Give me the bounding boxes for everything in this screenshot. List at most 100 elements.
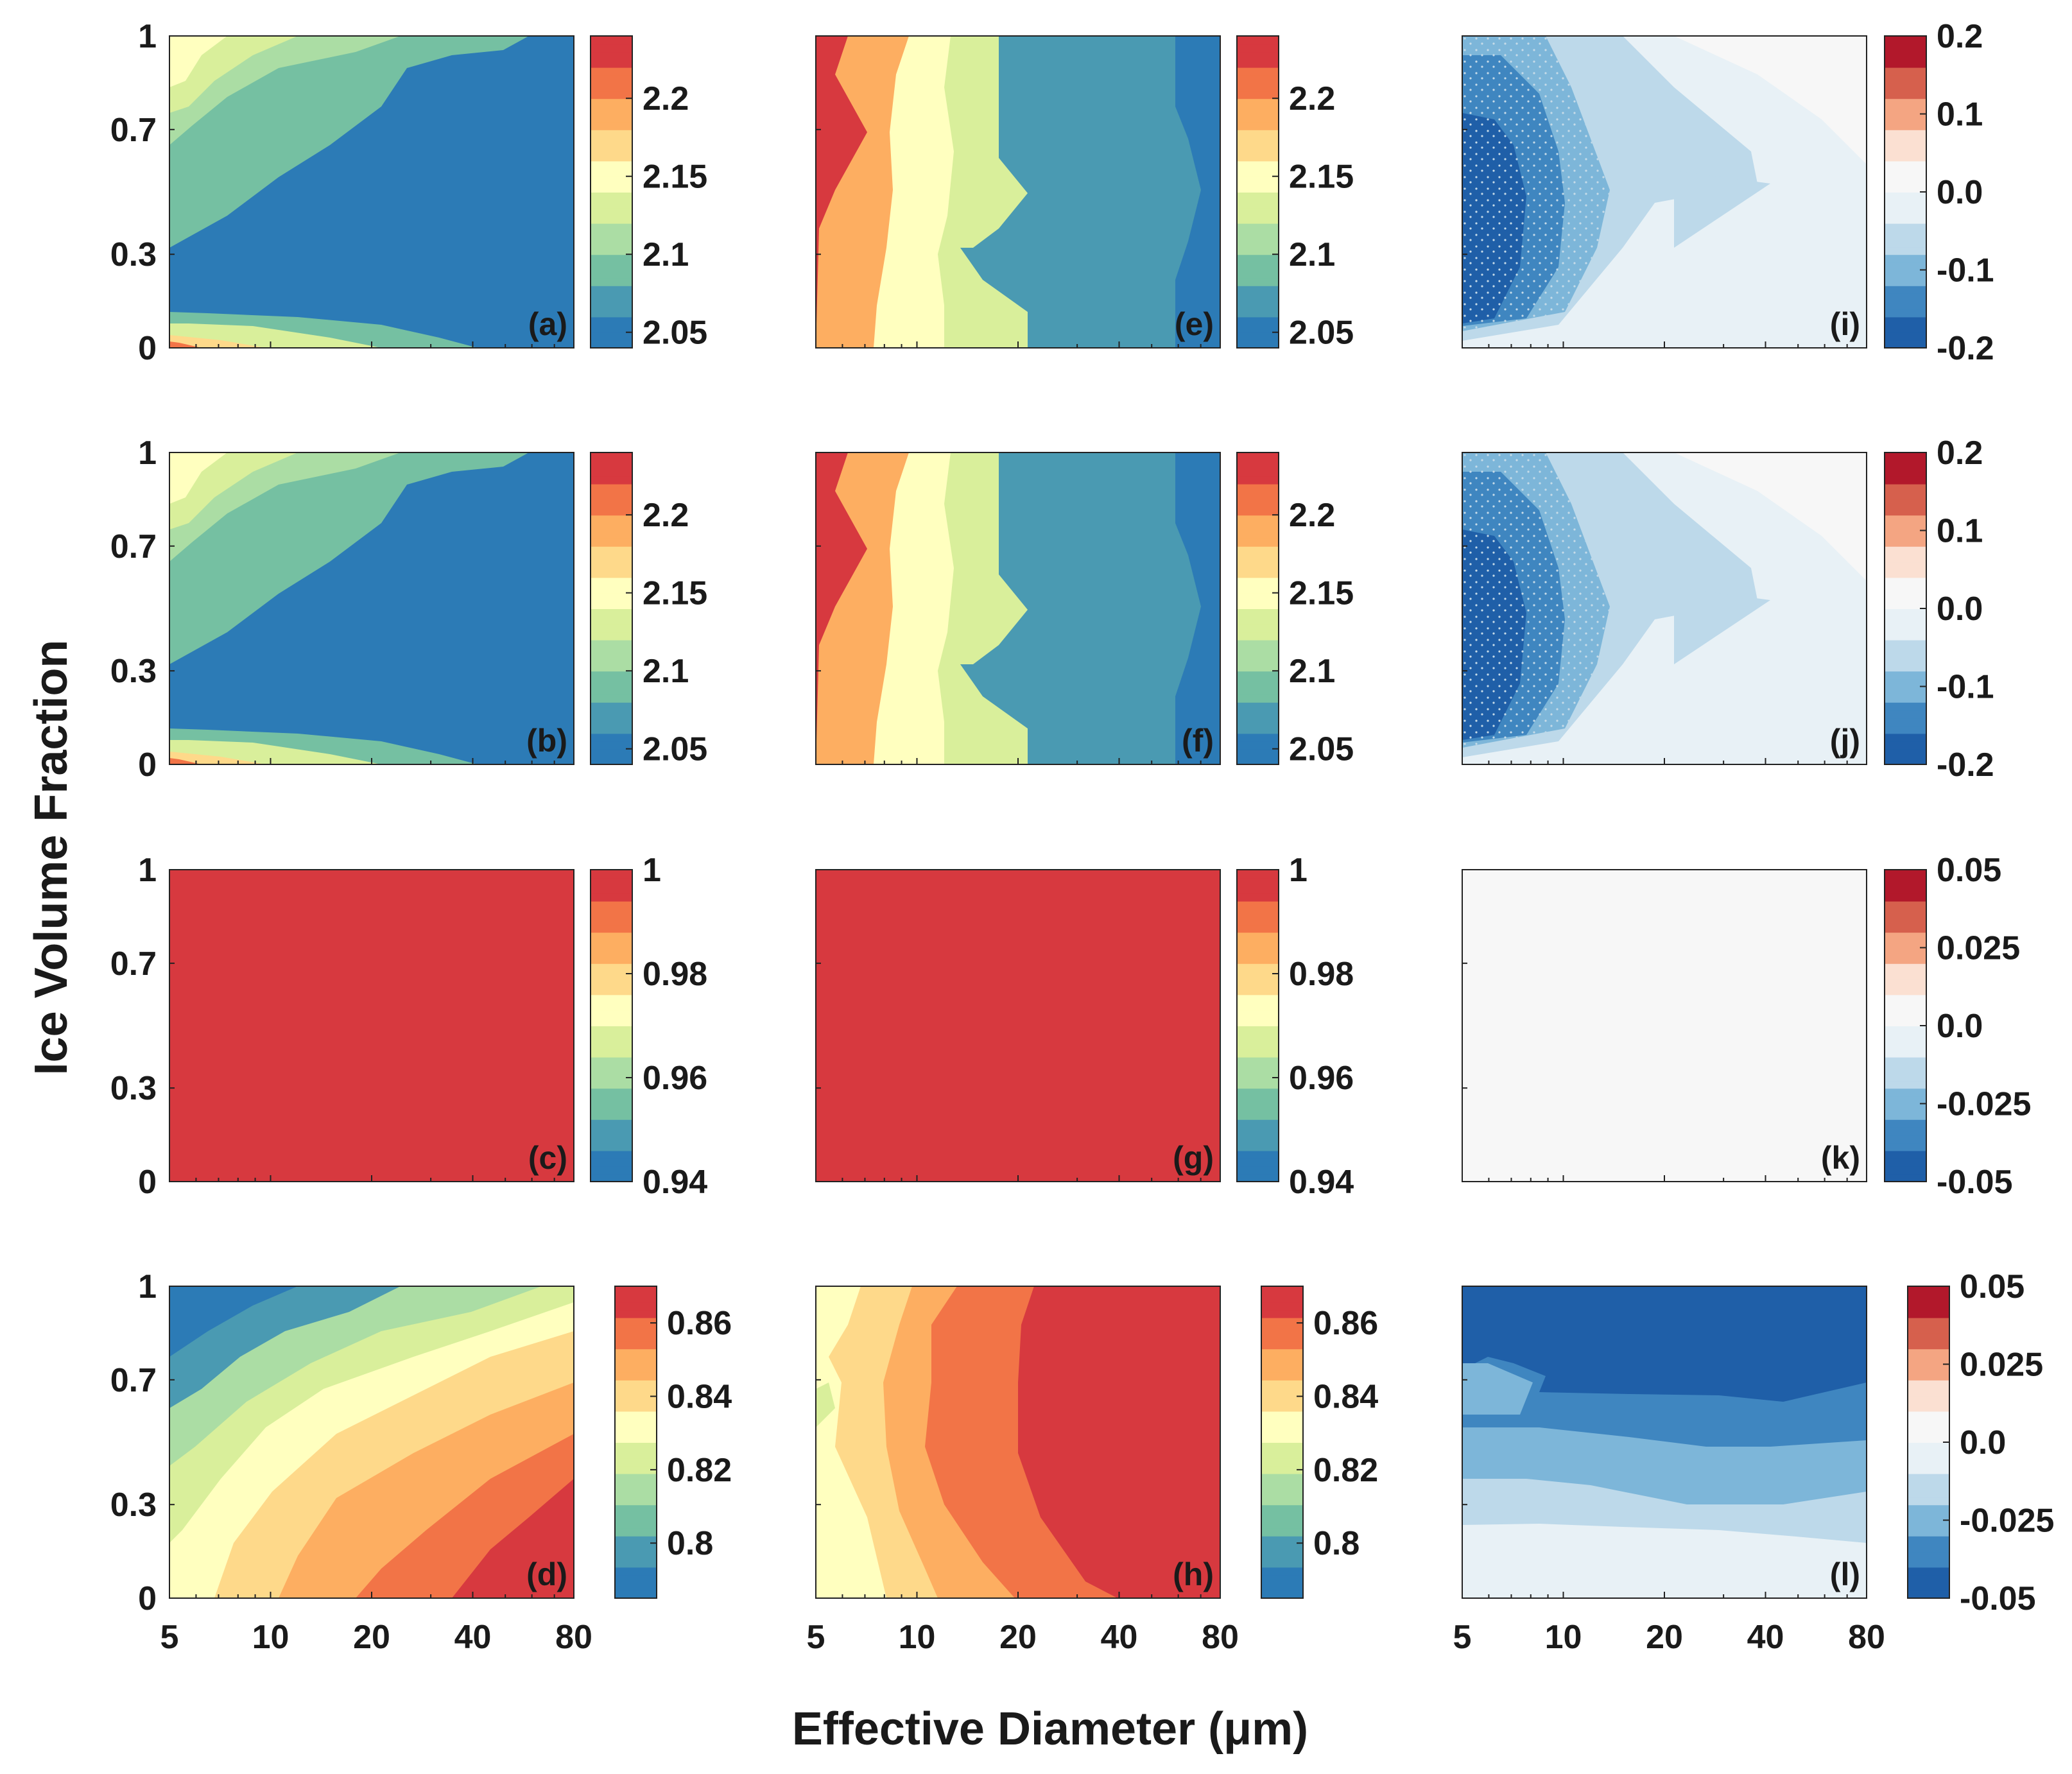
colorbar-seg-j-15 — [1885, 639, 1926, 648]
colorbar-seg-f-4 — [1237, 725, 1279, 734]
colorbar-frame-e — [1236, 35, 1279, 349]
colorbar-seg-d-19 — [615, 1442, 657, 1451]
colorbar-seg-e-29 — [1237, 114, 1279, 123]
colorbar-seg-g-21 — [1237, 1010, 1279, 1019]
panel-label-e: (e) — [1175, 306, 1214, 342]
colorbar-seg-a-35 — [591, 67, 632, 76]
colorbar-seg-h-31 — [1261, 1348, 1303, 1357]
colorbar-seg-k-10 — [1885, 1096, 1926, 1105]
contour-area-a — [169, 36, 574, 348]
colorbar-seg-b-31 — [591, 515, 632, 524]
colorbar-seg-d-9 — [615, 1520, 657, 1529]
colorbar-seg-a-4 — [591, 309, 632, 318]
colorbar-seg-i-39 — [1885, 36, 1926, 45]
contour-level-g-0 — [816, 870, 1220, 1182]
contour-area-h — [816, 1286, 1220, 1598]
colorbar-seg-f-38 — [1237, 460, 1279, 469]
colorbar-seg-b-36 — [591, 476, 632, 485]
colorbar-seg-b-3 — [591, 733, 632, 742]
colorbar-seg-d-3 — [615, 1567, 657, 1576]
colorbar-seg-h-3 — [1261, 1567, 1303, 1576]
colorbar-e: 2.05 2.1 2.15 2.2 — [1236, 35, 1354, 352]
colorbar-seg-k-30 — [1885, 940, 1926, 949]
colorbar-seg-d-24 — [615, 1403, 657, 1412]
colorbar-seg-b-18 — [591, 616, 632, 625]
panel-h: 5 10 20 40 80 (h) 0.8 0.82 0.84 0.86 — [807, 1286, 1378, 1656]
colorbar-seg-c-34 — [591, 908, 632, 917]
colorbar-seg-e-36 — [1237, 59, 1279, 68]
colorbar-seg-g-14 — [1237, 1064, 1279, 1073]
colorbar-j: -0.2 -0.1 0.0 0.1 0.2 — [1884, 435, 1994, 784]
colorbar-frame-f — [1236, 452, 1279, 765]
colorbar-seg-a-31 — [591, 98, 632, 107]
colorbar-seg-d-2 — [615, 1574, 657, 1583]
colorbar-seg-e-12 — [1237, 246, 1279, 255]
colorbar-seg-j-9 — [1885, 686, 1926, 695]
colorbar-tick-label-h-1: 0.82 — [1313, 1452, 1378, 1489]
colorbar-seg-a-1 — [591, 332, 632, 341]
colorbar-seg-j-36 — [1885, 476, 1926, 485]
colorbar-seg-h-13 — [1261, 1488, 1303, 1498]
colorbar-seg-e-17 — [1237, 207, 1279, 216]
colorbar-seg-c-30 — [591, 940, 632, 949]
colorbar-seg-b-29 — [591, 530, 632, 539]
colorbar-seg-c-4 — [591, 1142, 632, 1151]
colorbar-seg-k-21 — [1885, 1010, 1926, 1019]
colorbar-seg-j-32 — [1885, 507, 1926, 516]
colorbar-frame-c — [590, 869, 633, 1182]
colorbar-seg-i-2 — [1885, 324, 1926, 333]
colorbar-seg-k-24 — [1885, 986, 1926, 995]
colorbar-seg-j-10 — [1885, 678, 1926, 687]
colorbar-seg-h-22 — [1261, 1418, 1303, 1427]
contour-level-e-1 — [1175, 36, 1220, 348]
colorbar-seg-b-2 — [591, 741, 632, 750]
panel-l: 5 10 20 40 80 (l) -0.05 -0.025 0.0 0.025 0.05 — [1453, 1268, 2055, 1656]
colorbar-tick-label-c-0: 0.94 — [643, 1164, 707, 1201]
x-tick-label-d-1: 10 — [252, 1619, 289, 1656]
colorbar-seg-e-20 — [1237, 184, 1279, 193]
colorbar-seg-d-37 — [615, 1302, 657, 1311]
colorbar-seg-a-13 — [591, 238, 632, 248]
panel-g: (g) 0.94 0.96 0.98 1 — [815, 852, 1354, 1201]
colorbar-tick-label-k-1: -0.025 — [1937, 1086, 2031, 1123]
colorbar-seg-b-5 — [591, 718, 632, 727]
colorbar-seg-l-25 — [1908, 1395, 1949, 1404]
colorbar-seg-k-23 — [1885, 994, 1926, 1003]
colorbar-seg-e-15 — [1237, 223, 1279, 232]
contour-area-c — [169, 870, 574, 1182]
contour-level-c-0 — [169, 870, 574, 1182]
colorbar-seg-h-11 — [1261, 1504, 1303, 1513]
x-tick-label-l-0: 5 — [1453, 1619, 1472, 1656]
colorbar-seg-l-35 — [1908, 1317, 1949, 1326]
colorbar-seg-l-3 — [1908, 1567, 1949, 1576]
colorbar-seg-f-0 — [1237, 756, 1279, 765]
contour-level-k-0 — [1462, 870, 1867, 1182]
colorbar-seg-e-34 — [1237, 74, 1279, 83]
colorbar-seg-i-33 — [1885, 82, 1926, 92]
panel-label-j: (j) — [1830, 723, 1860, 759]
colorbar-frame-b — [590, 452, 633, 765]
colorbar-seg-k-38 — [1885, 877, 1926, 886]
colorbar-seg-h-14 — [1261, 1481, 1303, 1490]
colorbar-seg-c-37 — [591, 885, 632, 894]
colorbar-seg-d-22 — [615, 1418, 657, 1427]
colorbar-tick-label-a-3: 2.2 — [643, 80, 689, 117]
contour-area-j — [1462, 452, 1867, 764]
colorbar-seg-k-13 — [1885, 1072, 1926, 1081]
colorbar-seg-a-2 — [591, 324, 632, 333]
colorbar-seg-j-27 — [1885, 546, 1926, 555]
colorbar-seg-d-29 — [615, 1364, 657, 1373]
colorbar-seg-f-6 — [1237, 709, 1279, 719]
colorbar-seg-i-7 — [1885, 285, 1926, 294]
colorbar-seg-c-28 — [591, 955, 632, 964]
y-tick-label-c-2: 0.7 — [110, 945, 157, 983]
colorbar-seg-f-5 — [1237, 718, 1279, 727]
colorbar-tick-label-b-0: 2.05 — [643, 731, 707, 768]
contour-level-j-1 — [1674, 452, 1867, 581]
colorbar-tick-label-l-0: -0.05 — [1960, 1580, 2036, 1617]
contour-level-i-1 — [1674, 36, 1867, 164]
y-tick-label-d-1: 0.3 — [110, 1486, 157, 1524]
colorbar-seg-j-31 — [1885, 515, 1926, 524]
colorbar-seg-f-15 — [1237, 639, 1279, 648]
colorbar-seg-j-7 — [1885, 702, 1926, 710]
